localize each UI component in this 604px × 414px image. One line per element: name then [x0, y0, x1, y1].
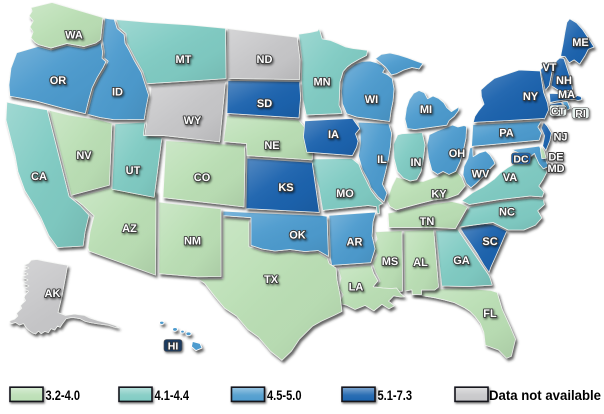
svg-text:NM: NM: [184, 236, 201, 248]
svg-text:IN: IN: [411, 157, 422, 169]
svg-text:ME: ME: [572, 37, 589, 49]
svg-text:WA: WA: [65, 30, 83, 42]
svg-text:MA: MA: [558, 89, 575, 101]
svg-text:AZ: AZ: [122, 223, 137, 235]
svg-text:NC: NC: [499, 207, 515, 219]
svg-text:CA: CA: [31, 171, 47, 183]
svg-text:CT: CT: [551, 106, 566, 118]
svg-text:NJ: NJ: [553, 132, 567, 144]
svg-text:KS: KS: [278, 182, 293, 194]
svg-text:UT: UT: [126, 165, 141, 177]
svg-text:OR: OR: [50, 75, 67, 87]
svg-text:IL: IL: [377, 154, 387, 166]
svg-text:PA: PA: [499, 128, 514, 140]
svg-text:LA: LA: [349, 282, 364, 294]
svg-text:VA: VA: [503, 172, 518, 184]
svg-text:MT: MT: [176, 54, 192, 66]
svg-text:WV: WV: [472, 169, 490, 181]
svg-text:WI: WI: [365, 94, 378, 106]
svg-text:SC: SC: [482, 236, 497, 248]
svg-text:Data not available: Data not available: [489, 388, 601, 403]
svg-text:NE: NE: [264, 140, 279, 152]
svg-text:CO: CO: [194, 172, 211, 184]
svg-text:NV: NV: [76, 150, 92, 162]
svg-text:3.2-4.0: 3.2-4.0: [46, 388, 81, 403]
svg-text:5.1-7.3: 5.1-7.3: [378, 388, 413, 403]
svg-text:MD: MD: [547, 163, 564, 175]
svg-text:WY: WY: [184, 115, 202, 127]
svg-text:DE: DE: [548, 152, 563, 164]
svg-text:VT: VT: [542, 62, 556, 74]
svg-text:NH: NH: [556, 75, 572, 87]
svg-text:MI: MI: [420, 104, 432, 116]
svg-text:AR: AR: [347, 237, 363, 249]
svg-text:FL: FL: [483, 308, 497, 320]
svg-text:GA: GA: [453, 255, 470, 267]
svg-text:RI: RI: [575, 108, 586, 120]
svg-text:ND: ND: [257, 54, 273, 66]
svg-text:HI: HI: [168, 341, 179, 353]
svg-text:4.1-4.4: 4.1-4.4: [155, 388, 190, 403]
svg-text:TN: TN: [420, 216, 435, 228]
svg-text:OH: OH: [449, 148, 466, 160]
svg-text:KY: KY: [431, 189, 447, 201]
svg-text:NY: NY: [523, 91, 539, 103]
svg-text:4.5-5.0: 4.5-5.0: [267, 388, 302, 403]
svg-text:OK: OK: [289, 230, 306, 242]
svg-text:MS: MS: [382, 256, 399, 268]
svg-text:AK: AK: [45, 288, 61, 300]
svg-text:AL: AL: [413, 257, 428, 269]
svg-text:DC: DC: [513, 154, 529, 166]
svg-text:MN: MN: [313, 77, 330, 89]
svg-text:MO: MO: [336, 188, 354, 200]
svg-text:TX: TX: [264, 274, 279, 286]
svg-text:IA: IA: [328, 129, 339, 141]
svg-text:ID: ID: [112, 87, 123, 99]
svg-text:SD: SD: [257, 98, 272, 110]
